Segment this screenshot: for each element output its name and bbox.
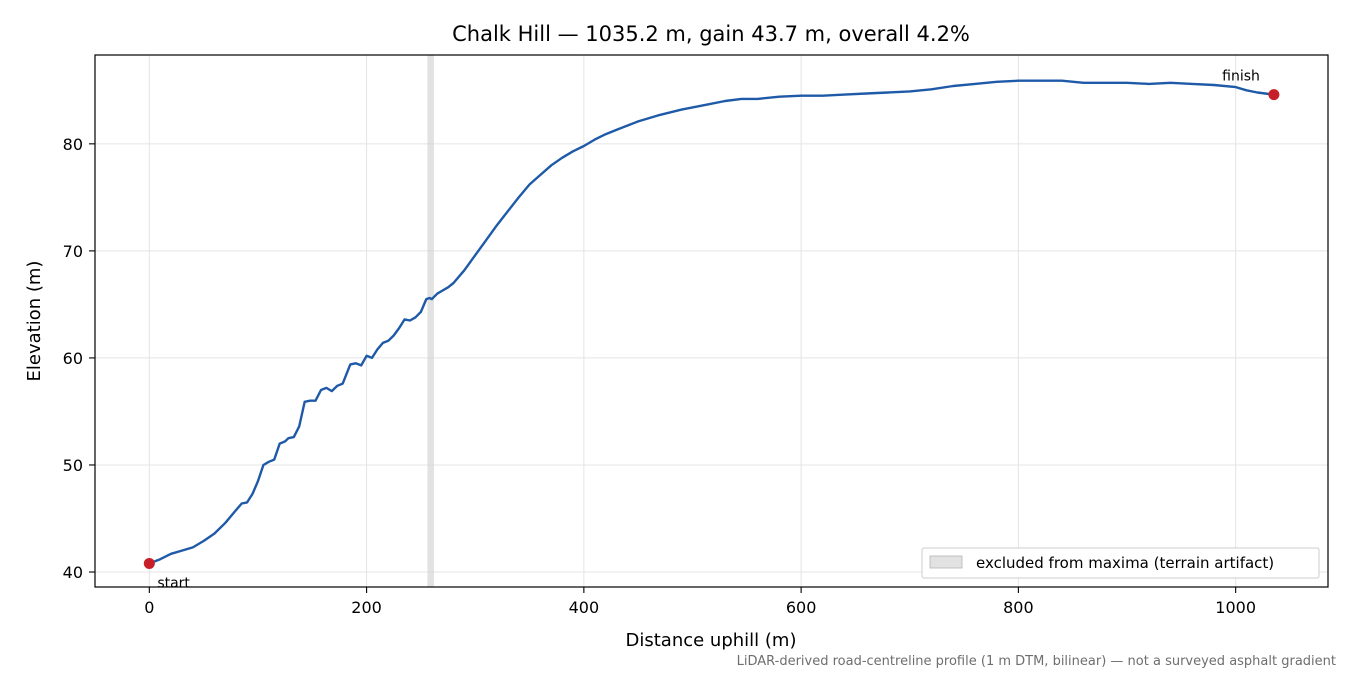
y-tick-label: 60 [63, 349, 83, 368]
y-tick-label: 40 [63, 563, 83, 582]
marker-label-finish: finish [1222, 69, 1260, 85]
elevation-series-line [148, 79, 1275, 565]
x-tick-label: 200 [351, 598, 382, 617]
legend-swatch-excluded [929, 555, 963, 569]
excluded-band [427, 55, 434, 587]
chart-title: Chalk Hill — 1035.2 m, gain 43.7 m, over… [452, 22, 970, 46]
legend-label-excluded: excluded from maxima (terrain artifact) [976, 554, 1274, 572]
x-axis-label: Distance uphill (m) [626, 630, 797, 651]
footnote: LiDAR-derived road-centreline profile (1… [737, 654, 1336, 669]
legend-box [921, 547, 1320, 579]
plot-frame [94, 54, 1329, 588]
y-tick-label: 80 [63, 135, 83, 154]
y-axis-ticks: 40 50 60 70 80 [63, 135, 95, 582]
x-tick-label: 600 [786, 598, 817, 617]
x-tick-label: 1000 [1215, 598, 1256, 617]
y-tick-label: 70 [63, 242, 83, 261]
x-tick-label: 400 [569, 598, 600, 617]
x-tick-label: 0 [144, 598, 154, 617]
x-tick-label: 800 [1003, 598, 1034, 617]
x-axis-ticks: 0 200 400 600 800 1000 [144, 587, 1256, 617]
series-layer [148, 79, 1275, 565]
y-tick-label: 50 [63, 456, 83, 475]
marker-label-start: start [157, 575, 190, 591]
legend: excluded from maxima (terrain artifact) [921, 547, 1320, 579]
excluded-band-layer [427, 55, 434, 587]
marker-start [143, 557, 155, 569]
y-axis-label: Elevation (m) [24, 261, 45, 382]
marker-finish [1268, 89, 1280, 101]
